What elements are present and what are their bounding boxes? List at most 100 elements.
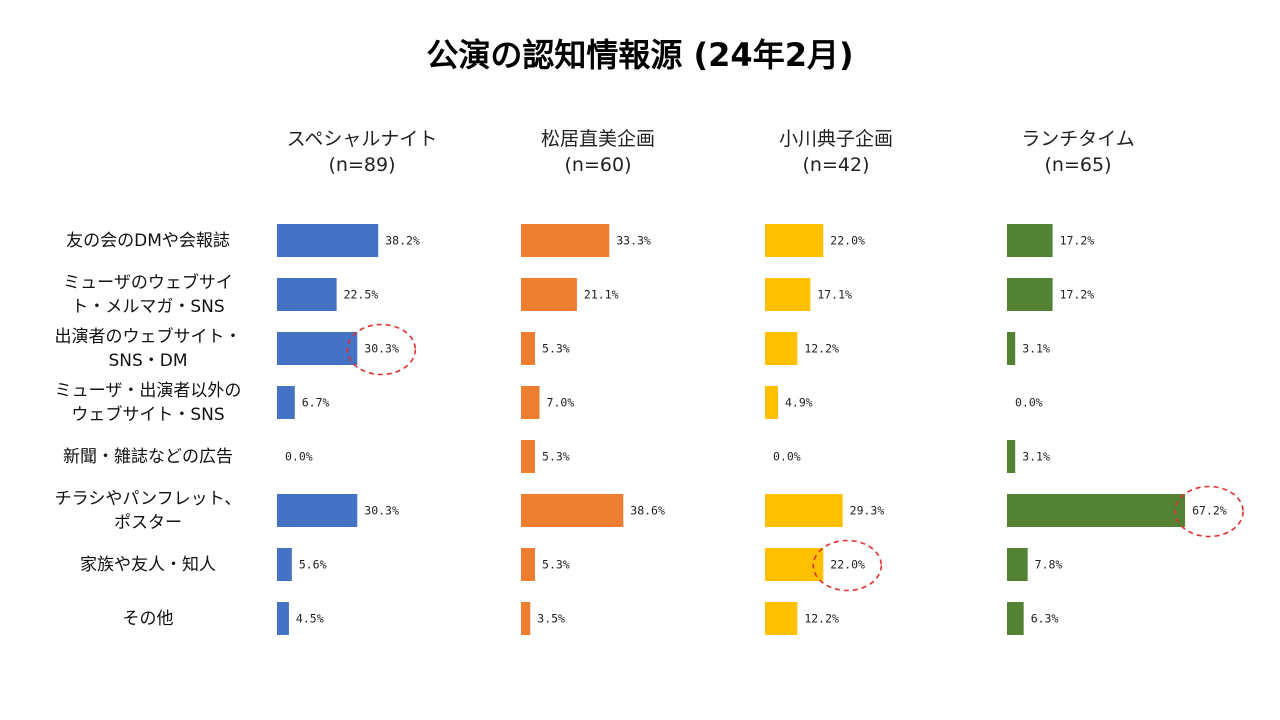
bar-value-label: 38.2% — [385, 234, 420, 248]
panel-series: 38.2% 22.5% 30.3% 6.7% 0.0% 30.3% 5.6% 4.5% — [277, 224, 420, 635]
bar — [765, 602, 798, 635]
bar — [765, 386, 778, 419]
bar-value-label: 7.0% — [547, 396, 575, 410]
bar-value-label: 17.2% — [1060, 234, 1095, 248]
category-label-line: ポスター — [114, 512, 182, 533]
bar — [277, 224, 379, 257]
category-label: その他 — [3, 607, 293, 631]
category-label-line: 家族や友人・知人 — [80, 554, 216, 575]
category-label: ミューザのウェブサイ ト・メルマガ・SNS — [3, 271, 293, 319]
bar — [521, 224, 610, 257]
bar — [1007, 224, 1053, 257]
bar-value-label: 67.2% — [1192, 504, 1227, 518]
bar — [1007, 494, 1186, 527]
bar-value-label: 0.0% — [285, 450, 313, 464]
category-label: 新聞・雑誌などの広告 — [3, 445, 293, 469]
bar — [277, 332, 358, 365]
bar-value-label: 6.7% — [302, 396, 330, 410]
category-label: 出演者のウェブサイト・ SNS・DM — [3, 325, 293, 373]
panel-n: (n=60) — [564, 154, 632, 176]
bar-value-label: 17.1% — [817, 288, 852, 302]
bar-value-label: 7.8% — [1035, 558, 1063, 572]
category-label-line: ミューザ・出演者以外の — [54, 380, 242, 401]
bar-value-label: 33.3% — [616, 234, 651, 248]
bar-value-label: 5.3% — [542, 558, 570, 572]
panel-header: ランチタイム (n=65) — [978, 126, 1178, 178]
category-label: 友の会のDMや会報誌 — [3, 229, 293, 253]
bar — [1007, 332, 1016, 365]
bar — [765, 548, 824, 581]
chart-title: 公演の認知情報源 (24年2月) — [426, 36, 854, 74]
bar — [277, 386, 295, 419]
panel-header: 小川典子企画 (n=42) — [736, 126, 936, 178]
panel-n: (n=89) — [328, 154, 396, 176]
bar-value-label: 0.0% — [773, 450, 801, 464]
bar — [521, 278, 577, 311]
bar — [277, 278, 337, 311]
bar — [765, 278, 811, 311]
bar-value-label: 4.9% — [785, 396, 813, 410]
bar-value-label: 22.0% — [830, 558, 865, 572]
panel-name: 小川典子企画 — [778, 128, 893, 150]
bar-value-label: 4.5% — [296, 612, 324, 626]
bar-value-label: 0.0% — [1015, 396, 1043, 410]
category-label-line: 出演者のウェブサイト・ — [54, 326, 242, 347]
bar — [765, 332, 798, 365]
category-label-line: チラシやパンフレット、 — [54, 488, 242, 509]
highlight-circle — [346, 323, 417, 376]
bar — [765, 224, 824, 257]
bar-value-label: 17.2% — [1060, 288, 1095, 302]
bar — [277, 494, 358, 527]
bar — [765, 494, 843, 527]
category-label: ミューザ・出演者以外の ウェブサイト・SNS — [3, 379, 293, 427]
bar — [1007, 278, 1053, 311]
bar — [1007, 602, 1024, 635]
category-label: チラシやパンフレット、 ポスター — [3, 487, 293, 535]
panel-series: 17.2% 17.2% 3.1% 0.0% 3.1% 67.2% 7.8% 6.3% — [1007, 224, 1244, 635]
highlight-circle — [812, 539, 883, 592]
bar — [1007, 548, 1028, 581]
bar — [1007, 440, 1016, 473]
bar-value-label: 21.1% — [584, 288, 619, 302]
bar-value-label: 29.3% — [850, 504, 885, 518]
bar — [521, 602, 531, 635]
bar-value-label: 22.0% — [830, 234, 865, 248]
bar-value-label: 5.3% — [542, 450, 570, 464]
bar-value-label: 3.1% — [1022, 342, 1050, 356]
bar — [521, 548, 536, 581]
bar-value-label: 3.5% — [537, 612, 565, 626]
category-label-line: ミューザのウェブサイ — [63, 272, 233, 293]
bar — [277, 548, 292, 581]
bar-value-label: 30.3% — [364, 504, 399, 518]
bar — [277, 602, 289, 635]
bar-value-label: 12.2% — [804, 612, 839, 626]
panel-n: (n=42) — [802, 154, 870, 176]
panel-name: ランチタイム — [1021, 128, 1135, 150]
category-label: 家族や友人・知人 — [3, 553, 293, 577]
bar-value-label: 5.3% — [542, 342, 570, 356]
bar-value-label: 30.3% — [364, 342, 399, 356]
bar-value-label: 12.2% — [804, 342, 839, 356]
highlight-circle — [1174, 485, 1244, 538]
bar-value-label: 38.6% — [630, 504, 665, 518]
category-label-line: ト・メルマガ・SNS — [71, 296, 225, 317]
bar — [521, 440, 536, 473]
bar — [521, 332, 536, 365]
panel-header: 松居直美企画 (n=60) — [498, 126, 698, 178]
panel-n: (n=65) — [1044, 154, 1112, 176]
bar — [521, 386, 540, 419]
category-label-line: ウェブサイト・SNS — [71, 404, 225, 425]
category-label-line: 新聞・雑誌などの広告 — [63, 446, 233, 467]
category-label-line: 友の会のDMや会報誌 — [66, 230, 230, 251]
bar-value-label: 22.5% — [344, 288, 379, 302]
bar-value-label: 3.1% — [1022, 450, 1050, 464]
category-label-line: SNS・DM — [108, 350, 188, 371]
bar-value-label: 5.6% — [299, 558, 327, 572]
panel-name: スペシャルナイト — [286, 128, 438, 150]
panel-header: スペシャルナイト (n=89) — [262, 126, 462, 178]
bar-value-label: 6.3% — [1031, 612, 1059, 626]
panel-name: 松居直美企画 — [540, 128, 655, 150]
bar — [521, 494, 624, 527]
panel-series: 33.3% 21.1% 5.3% 7.0% 5.3% 38.6% 5.3% 3.5% — [521, 224, 665, 635]
